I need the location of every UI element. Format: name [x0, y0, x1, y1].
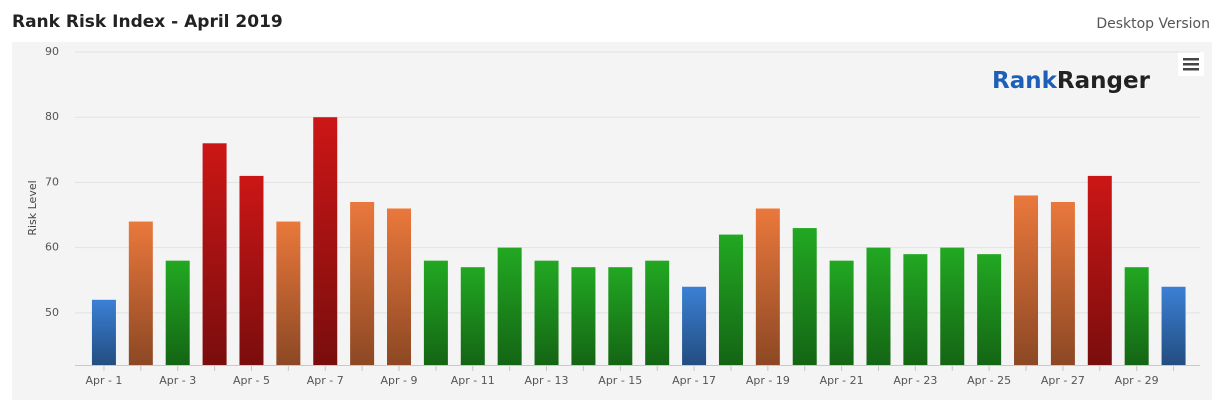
y-tick-label: 70: [45, 175, 59, 188]
bar: [1014, 195, 1039, 365]
y-tick-label: 50: [45, 306, 59, 319]
bar: [1161, 286, 1186, 365]
bar: [1124, 267, 1149, 365]
bar: [608, 267, 633, 365]
bar: [1050, 201, 1075, 365]
bar: [497, 247, 522, 365]
y-tick-label: 80: [45, 110, 59, 123]
x-tick-label: Apr - 13: [525, 374, 569, 387]
x-tick-label: Apr - 29: [1115, 374, 1159, 387]
bar: [313, 117, 338, 365]
y-tick-label: 60: [45, 241, 59, 254]
x-tick-label: Apr - 7: [307, 374, 344, 387]
menu-button[interactable]: [1178, 52, 1204, 76]
bar: [202, 143, 227, 365]
x-tick-label: Apr - 17: [672, 374, 716, 387]
bar: [423, 260, 448, 365]
menu-line: [1183, 63, 1199, 66]
bar: [866, 247, 891, 365]
bar: [645, 260, 670, 365]
logo-ranger: Ranger: [1057, 68, 1151, 94]
bar: [387, 208, 412, 365]
logo: RankRanger: [992, 68, 1151, 94]
bar: [718, 234, 743, 365]
bar: [165, 260, 190, 365]
bar: [755, 208, 780, 365]
bar: [276, 221, 301, 365]
bar: [1087, 175, 1112, 365]
bar: [128, 221, 153, 365]
x-tick-label: Apr - 1: [85, 374, 122, 387]
x-tick-label: Apr - 23: [893, 374, 937, 387]
bar: [91, 299, 116, 365]
x-tick-label: Apr - 25: [967, 374, 1011, 387]
bar: [239, 175, 264, 365]
x-tick-label: Apr - 21: [820, 374, 864, 387]
bar: [940, 247, 965, 365]
menu-line: [1183, 68, 1199, 71]
bar: [350, 201, 375, 365]
bar: [792, 228, 817, 365]
bar: [977, 254, 1002, 365]
bar: [903, 254, 928, 365]
bar: [682, 286, 707, 365]
version-link[interactable]: Desktop Version: [1096, 16, 1210, 32]
x-tick-label: Apr - 5: [233, 374, 270, 387]
menu-line: [1183, 58, 1199, 61]
bar: [829, 260, 854, 365]
x-tick-label: Apr - 9: [381, 374, 418, 387]
x-tick-label: Apr - 15: [598, 374, 642, 387]
page-title: Rank Risk Index - April 2019: [12, 12, 283, 32]
bar: [460, 267, 485, 365]
x-tick-label: Apr - 3: [159, 374, 196, 387]
x-tick-label: Apr - 19: [746, 374, 790, 387]
bar: [534, 260, 559, 365]
y-tick-label: 90: [45, 45, 59, 58]
logo-rank: Rank: [992, 68, 1058, 94]
y-axis-title: Risk Level: [26, 180, 39, 235]
x-tick-label: Apr - 27: [1041, 374, 1085, 387]
bar: [571, 267, 596, 365]
x-tick-label: Apr - 11: [451, 374, 495, 387]
